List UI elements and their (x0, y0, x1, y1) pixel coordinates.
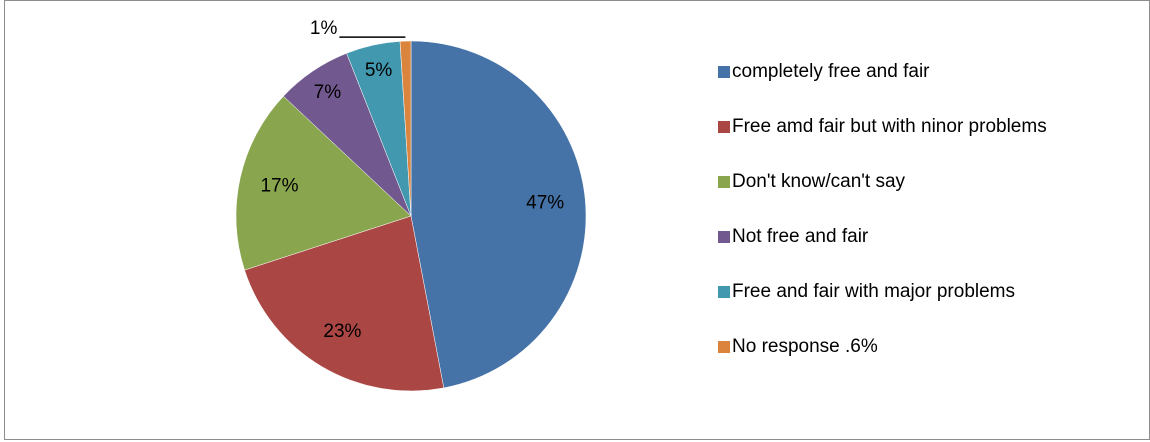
data-label: 7% (314, 82, 342, 103)
pie-slice (244, 215, 445, 392)
legend-swatch (718, 231, 730, 243)
legend-label: Free amd fair but with ninor problems (732, 116, 1047, 137)
legend-swatch (718, 176, 730, 188)
legend-swatch (718, 121, 730, 133)
legend-label: completely free and fair (732, 61, 930, 82)
data-label: 1% (310, 18, 338, 39)
legend-swatch (718, 341, 730, 353)
pie-slice (399, 40, 412, 217)
data-label: 23% (323, 321, 361, 342)
legend-label: Don't know/can't say (732, 171, 906, 192)
legend-label: No response .6% (732, 336, 878, 357)
legend-swatch (718, 66, 730, 78)
pie-slice (235, 95, 412, 271)
data-label: 47% (526, 192, 564, 213)
legend-swatch (718, 286, 730, 298)
legend-label: Not free and fair (732, 226, 869, 247)
data-label: 5% (365, 60, 393, 81)
legend-label: Free and fair with major problems (732, 281, 1015, 302)
pie-slice (410, 40, 587, 389)
data-label: 17% (260, 176, 298, 197)
